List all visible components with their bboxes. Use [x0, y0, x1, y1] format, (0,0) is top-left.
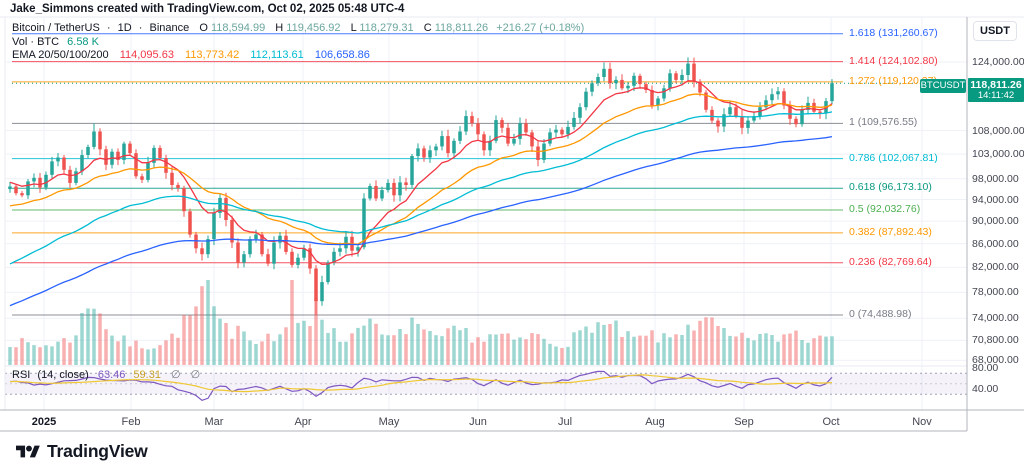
tradingview-logo-icon — [16, 443, 40, 460]
time-axis-label: Jun — [469, 416, 487, 428]
time-axis-label: May — [378, 416, 400, 428]
tradingview-logo[interactable]: TradingView — [16, 441, 148, 462]
change-value: +216.27 (+0.18%) — [496, 22, 585, 34]
rsi-indicator-label[interactable]: RSI — [12, 369, 31, 381]
high-label: H — [275, 22, 284, 34]
rsi-axis-label: 80.00 — [972, 362, 999, 374]
chart-legend: Bitcoin / TetherUS · 1D · Binance O 118,… — [12, 22, 584, 63]
price-axis-label: 78,000.00 — [972, 286, 1019, 298]
legend-separator: · — [138, 22, 143, 34]
price-axis-label: 68,000.00 — [972, 354, 1019, 366]
rsi-value: 63.46 — [97, 369, 126, 381]
rsi-band-empty-icon: ∅ — [190, 369, 201, 381]
time-axis-label: Aug — [645, 416, 665, 428]
low-value: 118,279.31 — [359, 22, 414, 34]
price-axis-label: 98,000.00 — [972, 173, 1019, 185]
time-axis-label: Apr — [294, 416, 312, 428]
fib-level-label: 0.5 (92,032.76) — [849, 203, 921, 215]
price-axis-label: 90,000.00 — [972, 215, 1019, 227]
volume-label[interactable]: Vol · BTC — [12, 35, 60, 48]
symbol-title[interactable]: Bitcoin / TetherUS — [12, 22, 100, 34]
price-axis-label: 94,000.00 — [972, 194, 1019, 206]
low-label: L — [350, 22, 357, 34]
legend-volume-row: Vol · BTC 6.58 K — [12, 36, 584, 50]
time-axis-label: Oct — [822, 416, 840, 428]
currency-toggle-button[interactable]: USDT — [973, 21, 1017, 41]
fib-level-label: 1.414 (124,102.80) — [849, 55, 938, 67]
rsi-params: (14, close) — [37, 369, 89, 381]
ema50-value: 113,773.42 — [185, 49, 240, 61]
fib-level-label: 0 (74,488.98) — [849, 308, 912, 320]
fib-level-label: 0.382 (87,892.43) — [849, 226, 932, 238]
time-axis-label: Feb — [121, 416, 141, 428]
fib-level-label: 1 (109,576.55) — [849, 116, 918, 128]
time-axis-label: Jul — [557, 416, 573, 428]
rsi-band-empty-icon: ∅ — [171, 369, 181, 381]
price-axis-label: 108,000.00 — [972, 125, 1024, 137]
volume-value: 6.58 K — [67, 35, 99, 48]
price-axis-label: 103,000.00 — [972, 148, 1024, 160]
fib-level-label: 1.618 (131,260.67) — [849, 27, 938, 39]
legend-symbol-row: Bitcoin / TetherUS · 1D · Binance O 118,… — [12, 22, 584, 36]
high-value: 119,456.92 — [286, 22, 341, 34]
last-price-value: 118,811.26 — [970, 79, 1022, 91]
ema-indicator-label[interactable]: EMA 20/50/100/200 — [12, 49, 109, 61]
rsi-axis-label: 40.00 — [972, 383, 999, 395]
watermark-text: Jake_Simmons created with TradingView.co… — [10, 3, 405, 15]
price-axis-label: 86,000.00 — [972, 238, 1019, 250]
time-axis-label: 2025 — [31, 416, 57, 428]
ema100-value: 112,113.61 — [250, 49, 304, 61]
open-label: O — [199, 22, 208, 34]
ema200-value: 106,658.86 — [314, 49, 370, 61]
fib-level-label: 0.618 (96,173.10) — [849, 181, 932, 193]
time-axis-label: Mar — [204, 416, 224, 428]
rsi-legend: RSI (14, close) 63.46 59.31 ∅ ∅ — [12, 368, 200, 381]
price-axis[interactable]: 124,000.00 108,000.00 103,000.00 98,000.00 9… — [968, 17, 1024, 411]
price-axis-label: 82,000.00 — [972, 261, 1019, 273]
tradingview-logo-text: TradingView — [47, 441, 148, 461]
price-axis-label: 70,800.00 — [972, 334, 1019, 346]
ema20-value: 114,095.63 — [119, 49, 174, 61]
last-price-badge: 118,811.26 14:11:42 — [968, 78, 1024, 102]
close-label: C — [423, 22, 432, 34]
fib-level-label: 1.272 (119,120.37) — [849, 75, 937, 87]
time-axis[interactable]: 2025 Feb Mar Apr May Jun Jul Aug Sep Oct Nov — [0, 413, 1024, 431]
rsi-ma-value: 59.31 — [133, 369, 161, 381]
timeframe-label[interactable]: 1D — [117, 22, 132, 34]
open-value: 118,594.99 — [210, 22, 266, 34]
bar-countdown: 14:11:42 — [977, 90, 1015, 101]
price-axis-label: 124,000.00 — [972, 56, 1024, 68]
fib-level-label: 0.236 (82,769.64) — [849, 256, 932, 268]
price-axis-label: 74,000.00 — [972, 312, 1019, 324]
legend-separator: · — [106, 22, 111, 34]
exchange-label[interactable]: Binance — [149, 22, 190, 34]
time-axis-label: Sep — [734, 416, 754, 428]
fib-level-label: 0.786 (102,067.81) — [849, 152, 938, 164]
time-axis-label: Nov — [912, 416, 932, 428]
legend-ema-row: EMA 20/50/100/200 114,095.63 113,773.42 … — [12, 49, 584, 63]
price-line-symbol-badge: BTCUSDT — [920, 79, 966, 93]
close-value: 118,811.26 — [434, 22, 489, 34]
